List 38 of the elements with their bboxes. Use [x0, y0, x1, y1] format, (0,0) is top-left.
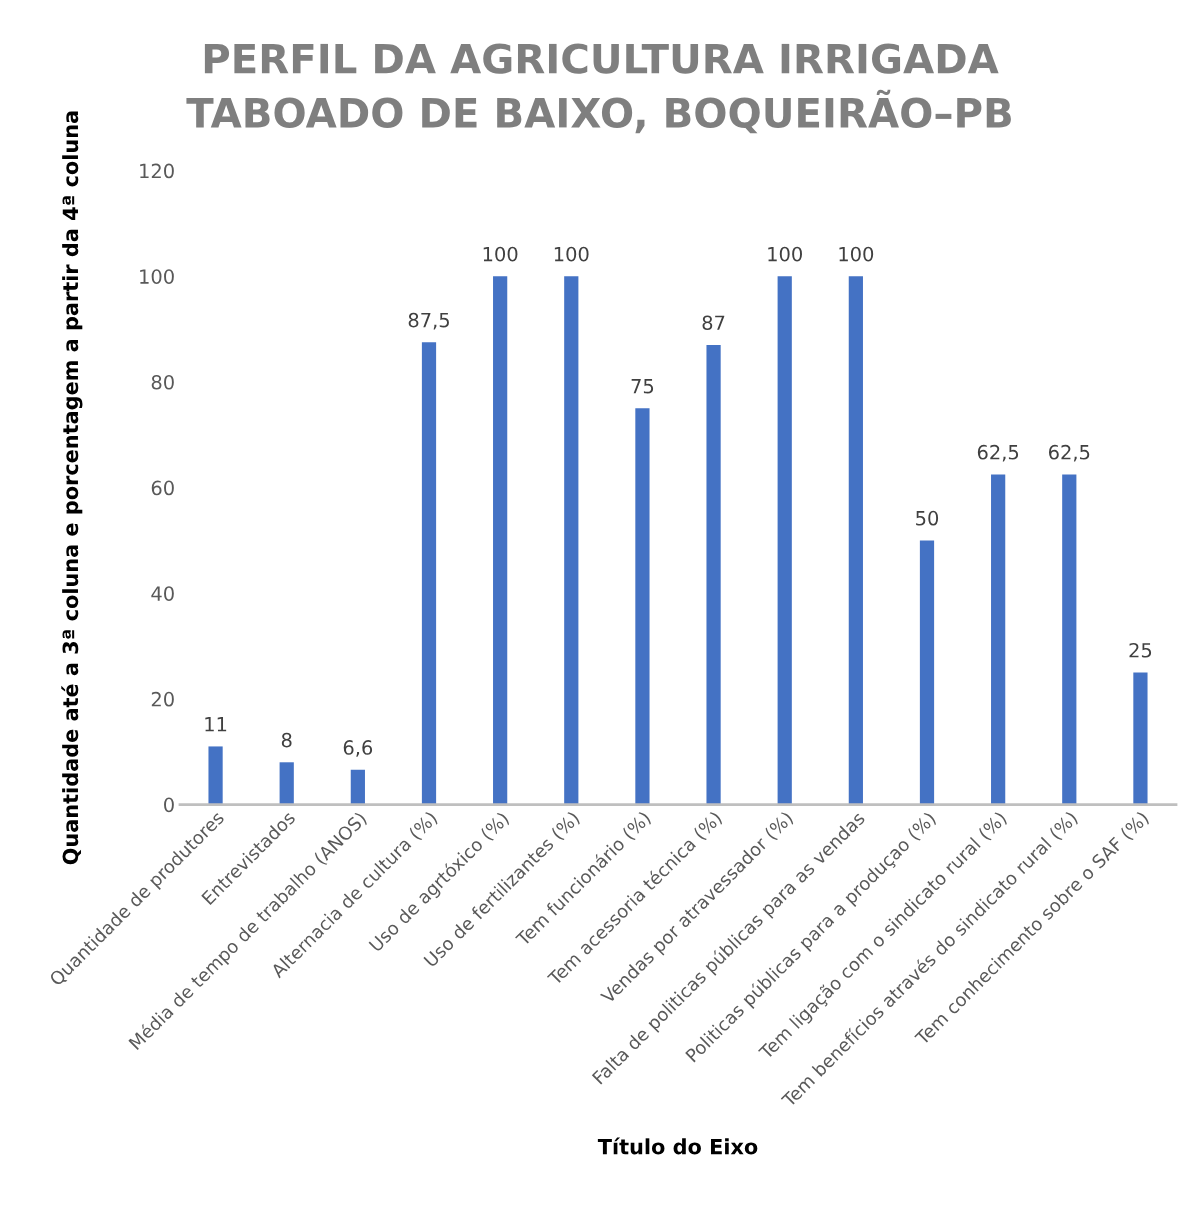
bar [208, 746, 223, 805]
data-label: 62,5 [977, 444, 1019, 462]
data-label: 11 [205, 717, 227, 732]
x-axis-title: Título do Eixo [597, 1137, 758, 1155]
bar [1062, 474, 1077, 805]
y-tick-label: 100 [140, 269, 174, 284]
data-label: 50 [916, 510, 939, 526]
data-label: 25 [1129, 642, 1152, 658]
data-label: 6,6 [343, 740, 373, 757]
y-tick-label: 120 [140, 163, 174, 179]
bar [421, 342, 437, 805]
bar [777, 276, 792, 805]
data-label: 100 [554, 246, 589, 262]
y-tick-label: 0 [164, 797, 174, 813]
data-label: 62,5 [1049, 444, 1090, 462]
data-label: 8 [281, 732, 292, 748]
bar [279, 762, 294, 805]
bar [1133, 672, 1148, 805]
bar [493, 276, 508, 805]
data-label: 87,5 [408, 312, 449, 330]
data-label: 100 [839, 246, 874, 262]
bar [635, 408, 650, 805]
y-tick-label: 40 [151, 586, 174, 601]
y-tick-label: 80 [151, 374, 174, 390]
y-axis-title: Quantidade até a 3ª coluna e porcentagem a partir da 4ª coluna [61, 111, 83, 865]
y-tick-label: 20 [151, 691, 174, 707]
data-label: 100 [483, 246, 518, 262]
bar [706, 344, 721, 805]
bar [919, 540, 935, 805]
bar [564, 276, 579, 805]
chart-title: PERFIL DA AGRICULTURA IRRIGADA TABOADO DE BAIXO, BOQUEIRÃO–PB [186, 43, 1011, 134]
bar [991, 474, 1006, 805]
bar [350, 769, 365, 805]
bar [848, 276, 863, 805]
data-label: 87 [702, 315, 725, 331]
data-label: 100 [768, 246, 802, 262]
y-tick-label: 60 [151, 480, 174, 496]
data-label: 75 [631, 379, 654, 394]
